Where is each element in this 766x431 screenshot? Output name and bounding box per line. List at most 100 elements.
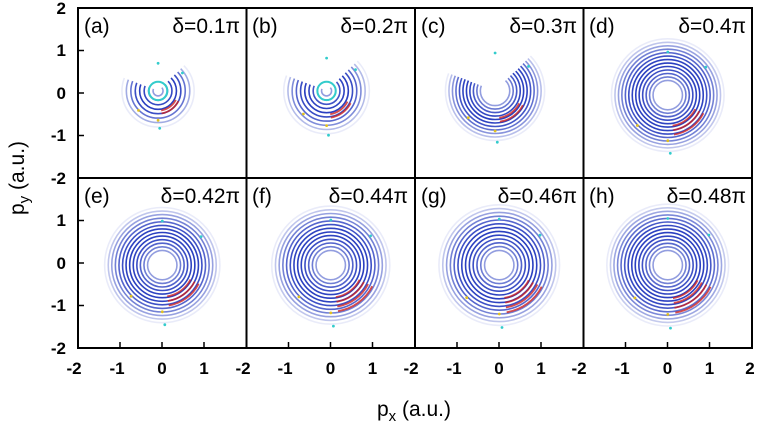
panel-label-a: (a) — [84, 15, 110, 38]
y-tick-label: 1 — [57, 41, 66, 60]
ring — [468, 234, 530, 296]
ring — [476, 242, 523, 289]
ring — [462, 58, 528, 124]
ring — [303, 68, 350, 114]
ring-speckle — [325, 124, 328, 127]
ring — [307, 242, 354, 289]
ring — [645, 242, 691, 288]
ring — [609, 207, 726, 324]
x-axis-title: px (a.u.) — [377, 398, 451, 425]
ring-highlight — [675, 286, 712, 314]
x-tick-label: -2 — [571, 359, 586, 378]
ring — [464, 230, 534, 300]
ring-speckle — [669, 326, 672, 330]
ring — [451, 47, 539, 135]
ring-highlight — [673, 282, 703, 304]
delta-label-e: δ=0.42π — [161, 185, 240, 208]
x-tick-label: 1 — [199, 359, 208, 378]
ring-highlight — [161, 100, 180, 115]
ring — [130, 62, 187, 119]
ring — [107, 210, 218, 320]
ring-speckle — [302, 112, 305, 116]
ring-speckle — [500, 326, 504, 329]
ring-highlight — [505, 284, 539, 309]
ring-speckle — [538, 233, 542, 237]
ring-speckle — [465, 296, 469, 300]
x-tick-label: -1 — [614, 359, 629, 378]
ring-highlight — [504, 279, 530, 299]
panel-label-f: (f) — [252, 185, 272, 208]
ring — [293, 227, 369, 303]
ring — [641, 238, 694, 292]
ring — [125, 58, 191, 124]
ring — [300, 234, 362, 296]
ring-highlight — [167, 279, 192, 298]
x-tick-label: -1 — [109, 359, 124, 378]
panel-label-g: (g) — [421, 185, 447, 208]
momentum-distribution-rings — [103, 37, 730, 330]
ring — [320, 85, 333, 97]
ring — [132, 235, 193, 295]
ring — [121, 54, 195, 128]
ring — [606, 203, 730, 327]
ring-core — [316, 80, 337, 102]
ring — [299, 64, 354, 118]
ring — [282, 47, 371, 135]
ring-pattern-g — [438, 204, 561, 329]
ring — [311, 245, 350, 285]
ring-speckle — [329, 218, 333, 222]
ring — [448, 44, 542, 138]
ring — [296, 231, 365, 299]
ring-highlight — [499, 104, 524, 123]
ring-pattern-f — [270, 205, 391, 328]
x-tick-label: -2 — [66, 359, 81, 378]
ring-highlight — [168, 283, 200, 307]
ring — [616, 214, 719, 317]
ring-speckle — [666, 50, 670, 54]
ring — [134, 67, 182, 115]
ring — [652, 79, 684, 111]
ring — [613, 210, 723, 320]
ring-speckle — [137, 109, 140, 112]
ring-speckle — [156, 61, 160, 65]
ring — [143, 76, 173, 106]
x-tick-label: 1 — [705, 359, 714, 378]
ring-highlight — [337, 283, 369, 308]
ring — [476, 71, 515, 110]
y-tick-label: 0 — [57, 84, 66, 103]
ring — [610, 37, 725, 153]
x-tick-label: 0 — [326, 359, 335, 378]
x-tick-label: 0 — [494, 359, 503, 378]
ring — [479, 245, 519, 285]
ring-speckle — [163, 323, 167, 327]
ring — [457, 223, 542, 308]
ring — [103, 206, 221, 324]
ring-speckle — [369, 234, 372, 238]
ring — [312, 76, 341, 106]
ring-speckle — [633, 296, 637, 300]
ring-highlight — [672, 108, 697, 127]
ring-highlight — [167, 281, 196, 302]
x-tick-label: 1 — [536, 359, 545, 378]
ring — [110, 213, 214, 317]
ring-speckle — [297, 295, 301, 299]
ring-speckle — [666, 139, 670, 143]
ring-highlight — [161, 99, 177, 112]
ring-speckle — [332, 324, 335, 328]
delta-label-d: δ=0.4π — [678, 15, 746, 38]
ring-pattern-c — [444, 40, 546, 144]
ring-highlight — [505, 281, 534, 304]
ring — [270, 205, 391, 325]
ring-highlight — [336, 281, 365, 303]
ring — [444, 40, 546, 142]
ring — [278, 212, 384, 318]
x-tick-label: -2 — [235, 359, 250, 378]
ring — [136, 238, 189, 292]
delta-label-c: δ=0.3π — [509, 15, 577, 38]
ring-highlight — [672, 279, 699, 300]
ring — [295, 59, 358, 122]
ring — [146, 249, 178, 281]
ring — [139, 242, 185, 288]
ring — [458, 54, 532, 128]
